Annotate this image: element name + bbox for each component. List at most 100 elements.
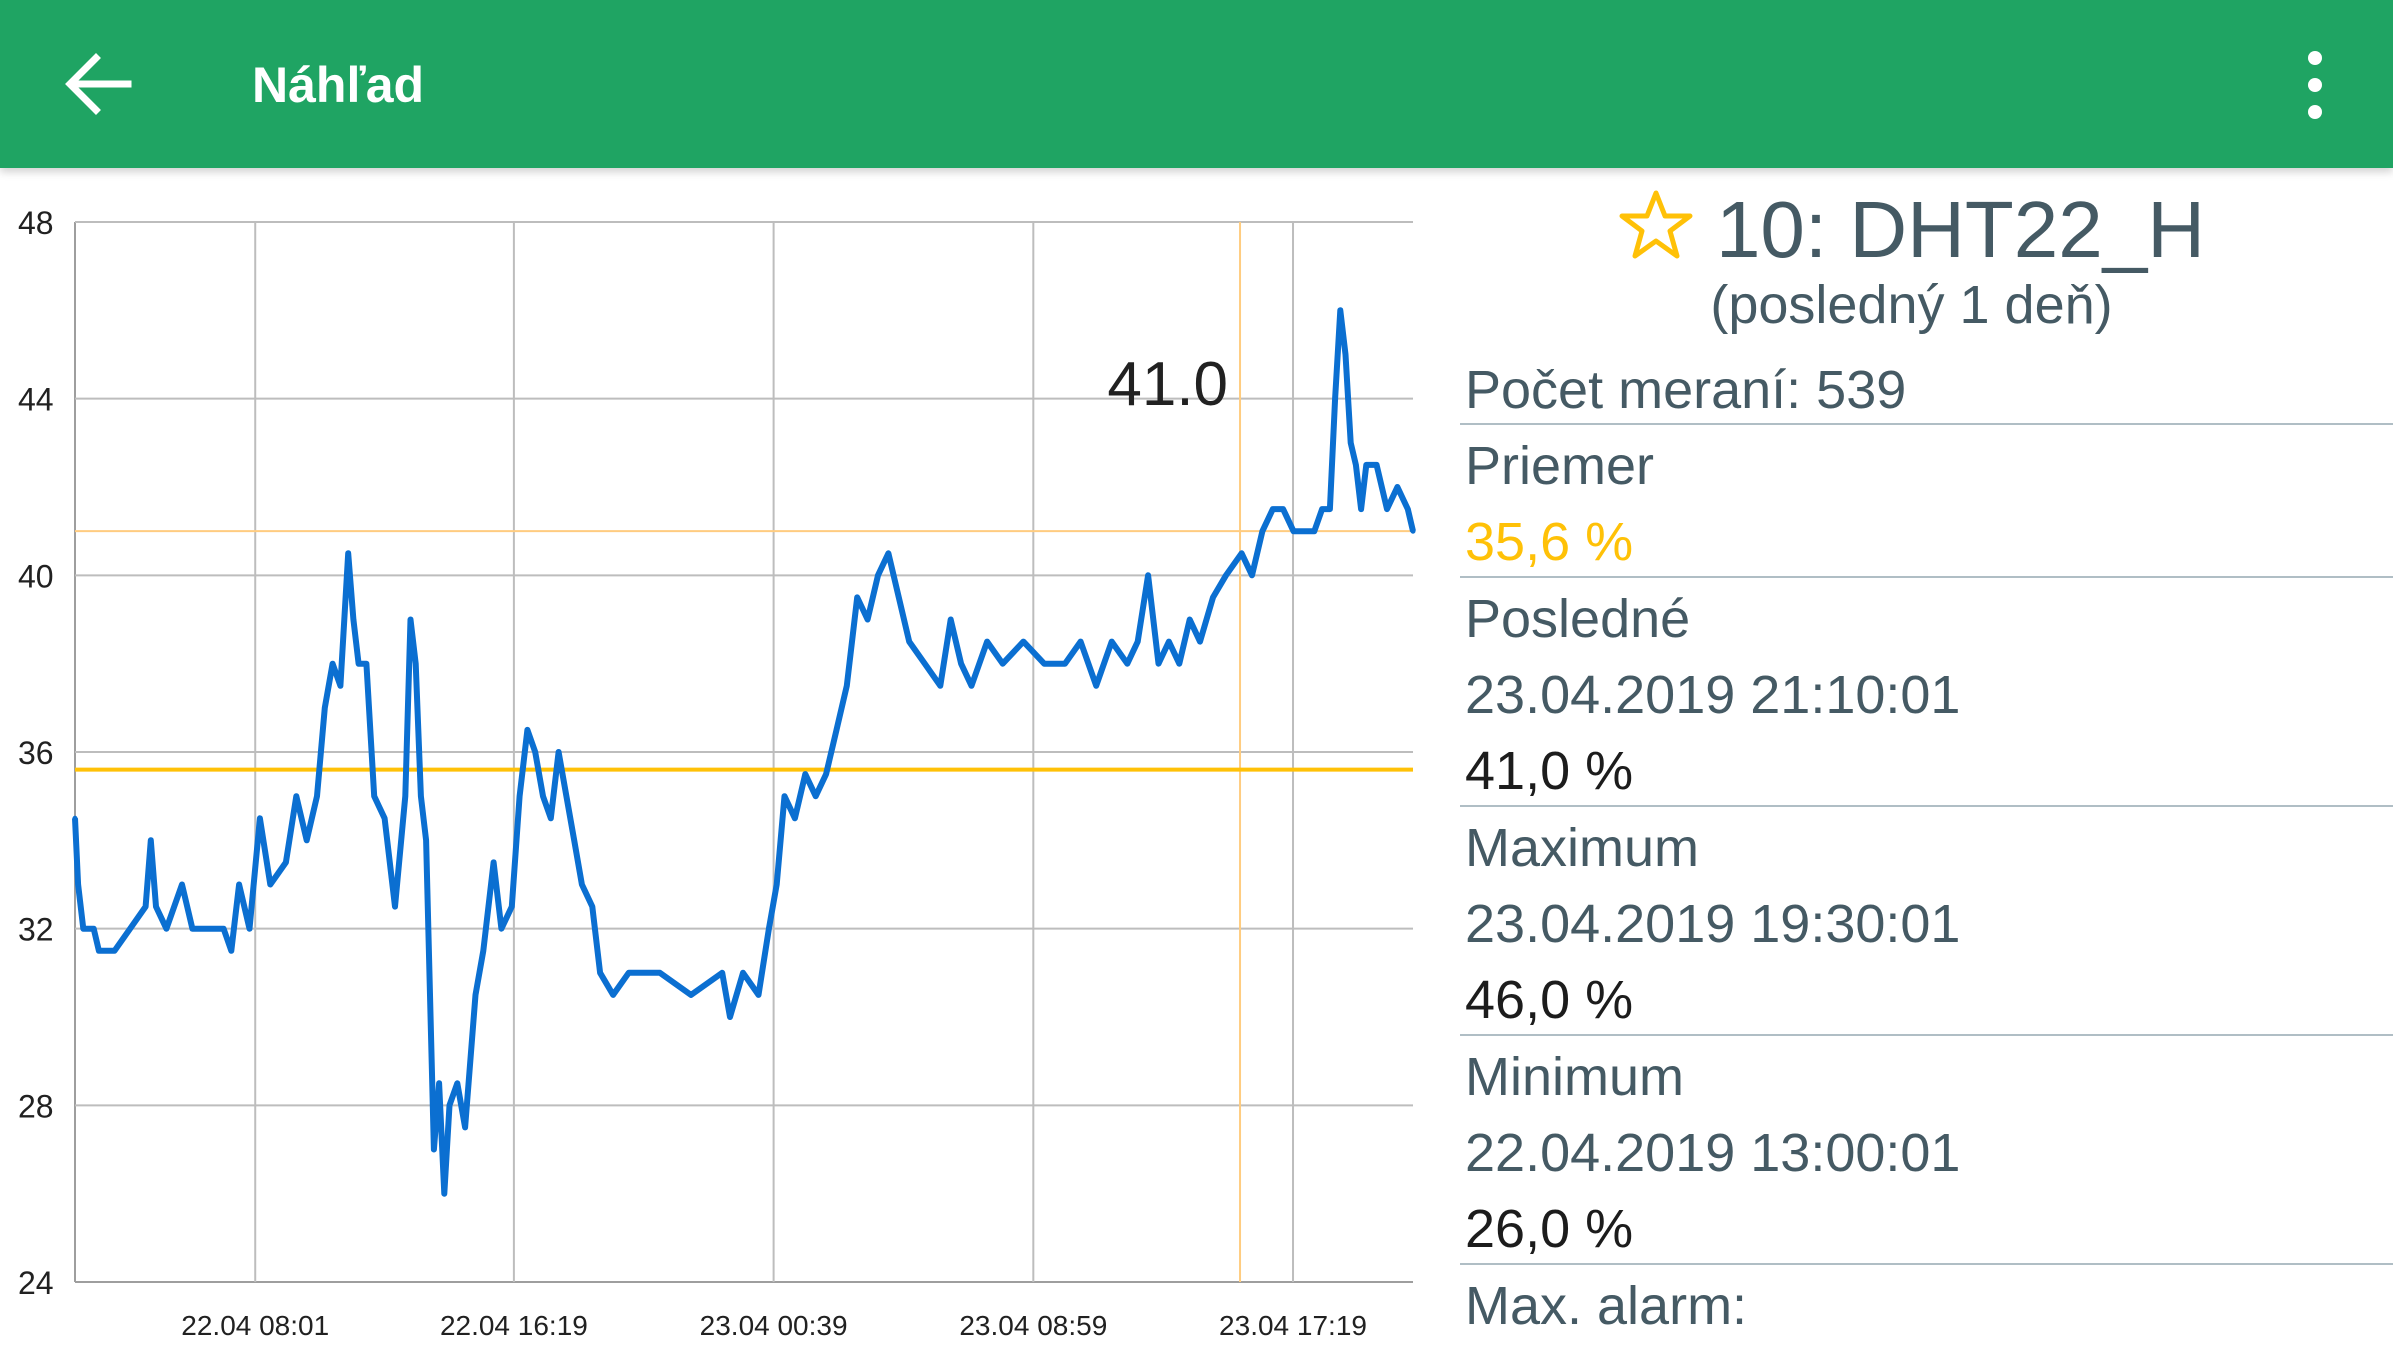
data-point	[1109, 639, 1115, 645]
data-point	[1197, 639, 1203, 645]
data-point	[958, 661, 964, 667]
data-point	[896, 594, 902, 600]
data-point	[1405, 506, 1411, 512]
data-point	[447, 1102, 452, 1108]
data-point	[148, 837, 154, 843]
data-point	[80, 926, 86, 932]
data-point	[1259, 528, 1265, 534]
data-point	[509, 904, 515, 910]
data-point	[236, 882, 242, 887]
data-point	[1311, 528, 1317, 534]
data-point	[1124, 661, 1130, 667]
arrow-left-icon	[65, 53, 132, 115]
data-point	[865, 617, 871, 622]
data-point	[823, 771, 829, 777]
data-point	[1135, 639, 1141, 645]
x-tick-label: 23.04 08:59	[959, 1310, 1107, 1341]
max-alarm-label: Max. alarm:	[1465, 1276, 1748, 1336]
data-point	[418, 793, 424, 799]
marker-value-label: 41.0	[1107, 350, 1228, 419]
divider	[1460, 1034, 2393, 1036]
data-point	[143, 904, 149, 910]
data-point	[1176, 661, 1182, 667]
data-point	[91, 926, 97, 932]
divider	[1460, 1263, 2393, 1265]
data-point	[906, 639, 912, 645]
x-tick-label: 22.04 16:19	[440, 1310, 588, 1341]
y-tick-label: 40	[18, 558, 54, 594]
data-point	[75, 882, 81, 887]
data-point	[1210, 594, 1216, 600]
x-tick-label: 23.04 00:39	[700, 1310, 848, 1341]
data-point	[844, 683, 850, 689]
data-point	[657, 970, 663, 976]
divider	[1460, 805, 2393, 807]
data-point	[540, 793, 546, 799]
data-point	[491, 859, 497, 865]
data-point	[337, 683, 343, 689]
data-point	[228, 948, 234, 954]
data-point	[1327, 506, 1333, 512]
data-point	[517, 793, 523, 799]
data-point	[221, 926, 227, 932]
data-point	[532, 749, 538, 755]
data-point	[1319, 506, 1325, 512]
data-point	[1020, 639, 1026, 645]
data-point	[350, 617, 356, 622]
humidity-chart[interactable]: 24 28 32 36 40 44 48 22.04 08:01 22.04 16:19 23.0…	[0, 168, 1430, 1357]
max-label: Maximum	[1465, 818, 1700, 878]
data-point	[1249, 572, 1255, 578]
data-point	[1348, 440, 1354, 446]
overflow-menu-button[interactable]	[2290, 40, 2340, 130]
star-outline-icon[interactable]	[1618, 186, 1694, 262]
data-point	[179, 882, 185, 887]
data-point	[1270, 506, 1276, 512]
last-time: 23.04.2019 21:10:01	[1465, 665, 1961, 725]
data-point	[524, 727, 530, 733]
data-point	[127, 926, 133, 932]
data-point	[1093, 683, 1099, 689]
data-point	[1041, 661, 1047, 667]
max-time: 23.04.2019 19:30:01	[1465, 894, 1961, 954]
data-point	[548, 815, 554, 821]
data-point	[1145, 572, 1151, 578]
data-point	[1353, 462, 1359, 468]
data-point	[267, 882, 273, 887]
data-point	[441, 1191, 447, 1197]
data-point	[1280, 506, 1286, 512]
data-point	[1374, 462, 1380, 468]
data-point	[597, 970, 603, 976]
data-point	[589, 904, 595, 910]
data-point	[937, 683, 943, 689]
data-point	[257, 815, 263, 821]
data-point	[782, 793, 787, 799]
stats-panel: 10: DHT22_H (posledný 1 deň) Počet meran…	[1430, 168, 2393, 1357]
data-point	[556, 749, 562, 755]
y-tick-label: 28	[18, 1088, 54, 1124]
data-point	[885, 550, 891, 556]
data-point	[382, 815, 388, 821]
data-point	[371, 793, 377, 799]
data-point	[462, 1124, 468, 1130]
data-point	[431, 1147, 437, 1152]
average-label: Priemer	[1465, 436, 1655, 496]
data-point	[1166, 639, 1172, 645]
data-point	[1363, 462, 1369, 468]
data-point	[498, 926, 504, 932]
app-bar: Náhľad	[0, 0, 2393, 168]
line-chart[interactable]: 24 28 32 36 40 44 48 22.04 08:01 22.04 16:19 23.0…	[0, 168, 1430, 1357]
data-point	[423, 837, 429, 843]
back-button[interactable]	[48, 34, 148, 134]
min-time: 22.04.2019 13:00:01	[1465, 1123, 1961, 1183]
data-point	[314, 793, 320, 799]
data-point	[304, 837, 310, 843]
series-line	[72, 307, 1416, 1197]
data-point	[1156, 661, 1161, 667]
data-point	[189, 926, 195, 932]
data-point	[1239, 550, 1245, 556]
data-point	[1332, 396, 1338, 402]
data-point	[610, 992, 616, 998]
average-value: 35,6 %	[1465, 512, 1634, 572]
data-point	[153, 904, 159, 910]
data-point	[875, 572, 881, 578]
